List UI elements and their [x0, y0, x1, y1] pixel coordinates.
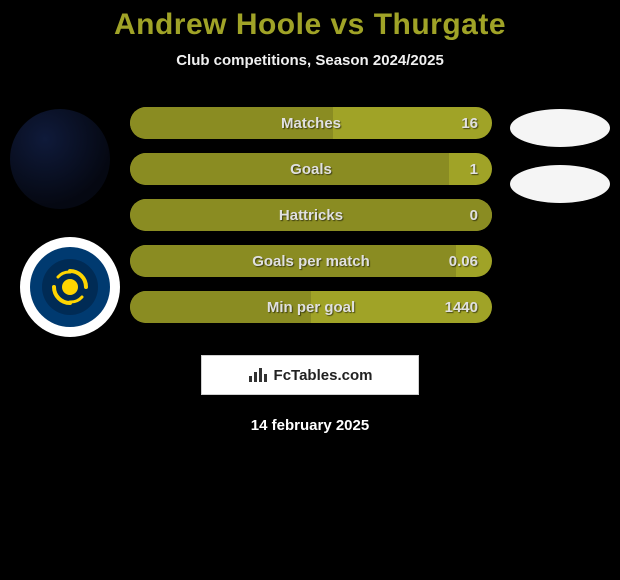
stat-row: Goals1 — [130, 153, 492, 185]
stat-row: Goals per match0.06 — [130, 245, 492, 277]
stat-value: 16 — [461, 107, 478, 139]
page-title: Andrew Hoole vs Thurgate — [0, 8, 620, 42]
stats-column: Matches16 Goals1 Hattricks0 Goals per match… — [130, 107, 500, 323]
page-subtitle: Club competitions, Season 2024/2025 — [0, 52, 620, 69]
stat-value: 1440 — [445, 291, 478, 323]
main-row: Matches16 Goals1 Hattricks0 Goals per match… — [0, 107, 620, 337]
stat-label: Goals — [130, 153, 492, 185]
stat-row: Hattricks0 — [130, 199, 492, 231]
opponent-avatar-placeholder — [510, 109, 610, 147]
stat-row: Matches16 — [130, 107, 492, 139]
fctables-label: FcTables.com — [274, 367, 373, 384]
stat-row: Min per goal1440 — [130, 291, 492, 323]
central-coast-mariners-badge — [30, 247, 110, 327]
stat-value: 0 — [470, 199, 478, 231]
stat-value: 0.06 — [449, 245, 478, 277]
bars-icon — [248, 367, 268, 383]
left-avatar-column — [0, 107, 130, 337]
stat-label: Goals per match — [130, 245, 492, 277]
footer-date: 14 february 2025 — [0, 417, 620, 434]
fctables-source-badge[interactable]: FcTables.com — [201, 355, 419, 395]
stat-label: Matches — [130, 107, 492, 139]
player-avatar-placeholder — [10, 109, 110, 209]
stat-label: Min per goal — [130, 291, 492, 323]
stat-value: 1 — [470, 153, 478, 185]
stat-label: Hattricks — [130, 199, 492, 231]
right-oval-column — [500, 107, 620, 203]
mariners-swirl-icon — [50, 267, 90, 307]
opponent-avatar-placeholder — [510, 165, 610, 203]
club-badge-wrap — [20, 237, 120, 337]
